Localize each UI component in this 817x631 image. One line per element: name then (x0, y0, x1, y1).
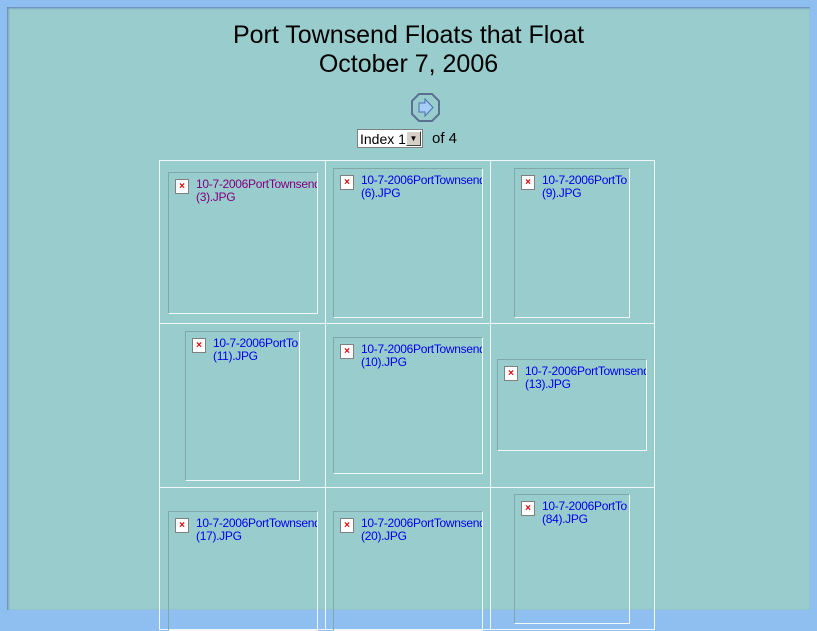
thumbnail-link[interactable]: × 10-7-2006PortTo (84).JPG (514, 494, 630, 624)
broken-image-icon: × (175, 518, 189, 533)
thumbnail-filename[interactable]: 10-7-2006PortTo (11).JPG (213, 336, 298, 363)
thumbnail-link[interactable]: × 10-7-2006PortTownsend (6).JPG (333, 168, 483, 318)
title-line-1: Port Townsend Floats that Float (232, 21, 585, 49)
thumbnail-filename[interactable]: 10-7-2006PortTownsend (17).JPG (196, 516, 318, 543)
broken-image-icon: × (175, 179, 189, 194)
thumbnail-filename[interactable]: 10-7-2006PortTownsend (20).JPG (361, 516, 483, 543)
thumbnail-link[interactable]: × 10-7-2006PortTownsend (3).JPG (168, 172, 318, 314)
broken-image-icon: × (340, 344, 354, 359)
divider (159, 487, 655, 488)
divider (490, 160, 491, 630)
broken-image-icon: × (340, 518, 354, 533)
broken-image-icon: × (504, 366, 518, 381)
thumbnail-link[interactable]: × 10-7-2006PortTownsend (20).JPG (333, 511, 483, 631)
page-navigation: Index 1 ▼ of 4 (357, 129, 457, 148)
thumbnail-filename[interactable]: 10-7-2006PortTownsend (13).JPG (525, 364, 647, 391)
page-title: Port Townsend Floats that Float October … (0, 21, 817, 79)
thumbnail-filename[interactable]: 10-7-2006PortTownsend (3).JPG (196, 177, 318, 204)
index-select-value: Index 1 (360, 130, 406, 147)
thumbnail-filename[interactable]: 10-7-2006PortTownsend (10).JPG (361, 342, 483, 369)
broken-image-icon: × (192, 338, 206, 353)
next-arrow-icon[interactable] (411, 93, 440, 122)
broken-image-icon: × (521, 501, 535, 516)
index-select[interactable]: Index 1 ▼ (357, 129, 423, 148)
broken-image-icon: × (340, 175, 354, 190)
thumbnail-filename[interactable]: 10-7-2006PortTownsend (6).JPG (361, 173, 483, 200)
dropdown-arrow-icon[interactable]: ▼ (406, 131, 421, 146)
title-date: October 7, 2006 (318, 50, 499, 78)
page-count: of 4 (432, 130, 458, 147)
thumbnail-link[interactable]: × 10-7-2006PortTownsend (17).JPG (168, 511, 318, 631)
thumbnail-link[interactable]: × 10-7-2006PortTo (11).JPG (185, 331, 300, 481)
divider (325, 160, 326, 630)
thumbnail-link[interactable]: × 10-7-2006PortTownsend (10).JPG (333, 337, 483, 474)
thumbnail-link[interactable]: × 10-7-2006PortTownsend (13).JPG (497, 359, 647, 451)
thumbnail-filename[interactable]: 10-7-2006PortTo (9).JPG (542, 173, 627, 200)
divider (159, 323, 655, 324)
thumbnail-filename[interactable]: 10-7-2006PortTo (84).JPG (542, 499, 627, 526)
thumbnail-link[interactable]: × 10-7-2006PortTo (9).JPG (514, 168, 630, 318)
browser-page (7, 7, 810, 610)
broken-image-icon: × (521, 175, 535, 190)
